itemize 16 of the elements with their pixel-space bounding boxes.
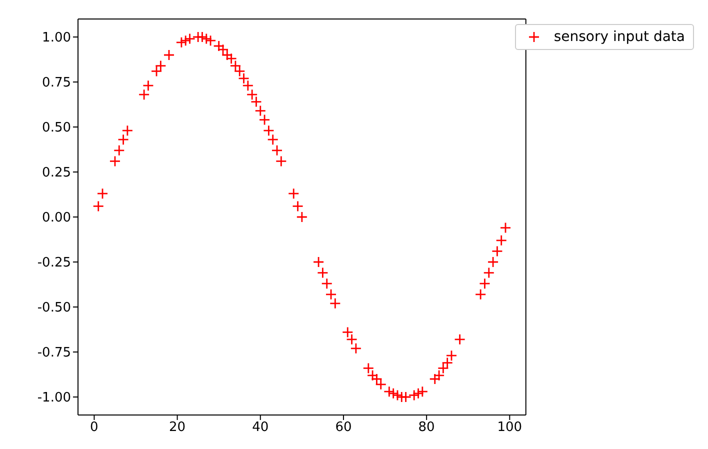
y-tick-label: -0.75 xyxy=(37,346,71,361)
x-tick-label: 80 xyxy=(418,420,435,436)
x-tick-label: 60 xyxy=(335,420,352,436)
x-tick-label: 20 xyxy=(169,420,186,436)
y-tick-label: -0.25 xyxy=(37,256,71,271)
legend-label: sensory input data xyxy=(554,29,685,45)
y-tick-label: -0.50 xyxy=(37,300,71,316)
x-tick-label: 0 xyxy=(90,420,98,436)
y-tick-label: 0.25 xyxy=(42,166,71,181)
y-tick-label: 0.50 xyxy=(42,120,71,136)
x-tick-label: 40 xyxy=(252,420,269,436)
y-tick-label: -1.00 xyxy=(37,390,71,406)
y-tick-label: 0.75 xyxy=(42,76,71,91)
x-tick-label: 100 xyxy=(497,420,522,436)
y-tick-label: 1.00 xyxy=(42,30,71,46)
y-tick-label: 0.00 xyxy=(42,210,71,226)
